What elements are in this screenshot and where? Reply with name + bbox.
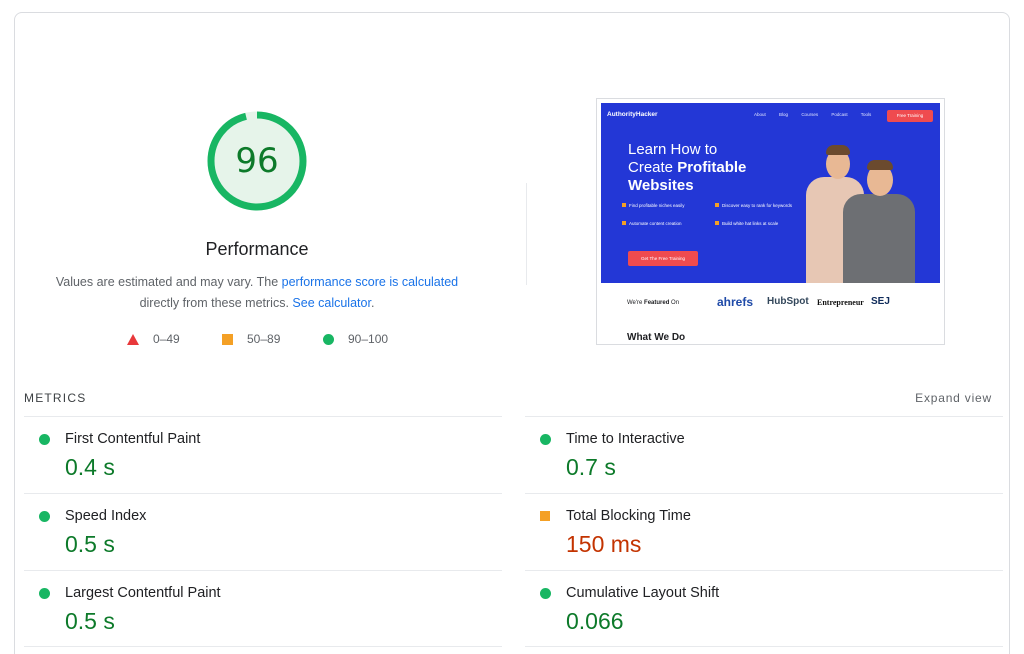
gauge-ring — [207, 111, 307, 211]
metric-cumulative-layout-shift: Cumulative Layout Shift 0.066 — [525, 570, 1003, 646]
section-divider — [526, 183, 527, 285]
performance-report-card: 96 Performance Values are estimated and … — [14, 12, 1010, 654]
metric-value: 0.4 s — [65, 454, 115, 480]
thumbnail-brand: AuthorityHacker — [607, 111, 658, 118]
metric-row-divider — [24, 646, 502, 647]
thumbnail-nav-links: About Blog Courses Podcast Tools — [754, 112, 883, 117]
metric-value: 0.7 s — [566, 454, 616, 480]
thumbnail-nav-item: Podcast — [831, 112, 848, 117]
metric-value: 0.5 s — [65, 608, 115, 634]
thumbnail-bullet: Discover easy to rank for keywords — [715, 203, 802, 209]
see-calculator-link[interactable]: See calculator — [292, 296, 371, 310]
thumbnail-hero: AuthorityHacker About Blog Courses Podca… — [601, 103, 940, 283]
thumbnail-nav-item: About — [754, 112, 766, 117]
metric-speed-index: Speed Index 0.5 s — [24, 493, 502, 569]
metric-name: Total Blocking Time — [566, 508, 691, 524]
metric-total-blocking-time: Total Blocking Time 150 ms — [525, 493, 1003, 569]
metric-value: 0.5 s — [65, 531, 115, 557]
thumbnail-cta-button: Get The Free Training — [628, 251, 698, 266]
average-square-icon — [540, 511, 550, 521]
headline-line-1: Learn How to — [628, 141, 718, 158]
thumbnail-what-we-do: What We Do — [627, 332, 686, 343]
metric-name: First Contentful Paint — [65, 431, 201, 447]
performance-title: Performance — [205, 239, 309, 259]
metric-largest-contentful-paint: Largest Contentful Paint 0.5 s — [24, 570, 502, 646]
desc-text-3: . — [370, 296, 375, 310]
featured-label: We're Featured On — [627, 300, 680, 306]
thumbnail-bullet: Automate content creation — [622, 221, 709, 227]
metric-time-to-interactive: Time to Interactive 0.7 s — [525, 416, 1003, 492]
thumbnail-featured-row: We're Featured On ahrefs HubSpot Entrepr… — [627, 295, 927, 311]
hubspot-logo: HubSpot — [767, 296, 809, 307]
metric-first-contentful-paint: First Contentful Paint 0.4 s — [24, 416, 502, 492]
metric-name: Time to Interactive — [566, 431, 685, 447]
metric-name: Speed Index — [65, 508, 147, 524]
thumbnail-nav: AuthorityHacker About Blog Courses Podca… — [601, 103, 940, 125]
pass-circle-icon — [39, 511, 50, 522]
metric-row-divider — [525, 646, 1003, 647]
pass-circle-icon — [39, 434, 50, 445]
headline-line-2-prefix: Create — [628, 159, 678, 176]
pass-circle-icon — [39, 588, 50, 599]
pass-circle-icon — [540, 434, 551, 445]
entrepreneur-logo: Entrepreneur — [817, 298, 864, 307]
performance-score-gauge[interactable]: 96 — [205, 109, 309, 213]
headline-line-3: Websites — [628, 177, 694, 194]
headline-line-2-bold: Profitable — [677, 159, 747, 176]
sej-logo: SEJ — [871, 296, 890, 307]
metric-value: 150 ms — [566, 531, 642, 557]
thumbnail-bullet: Build white hat links at scale — [715, 221, 802, 227]
final-screenshot-thumbnail[interactable]: AuthorityHacker About Blog Courses Podca… — [596, 98, 945, 345]
legend-range-average: 50–89 — [247, 332, 281, 346]
thumbnail-nav-cta: Free Training — [887, 110, 933, 122]
metric-name: Largest Contentful Paint — [65, 585, 221, 601]
circle-icon — [323, 333, 334, 345]
square-icon — [222, 333, 233, 345]
metric-value: 0.066 — [566, 608, 624, 634]
thumbnail-nav-item: Courses — [801, 112, 819, 117]
legend-item-pass: 90–100 — [323, 332, 388, 346]
expand-view-button[interactable]: Expand view — [915, 391, 992, 405]
pass-circle-icon — [540, 588, 551, 599]
desc-text-2: directly from these metrics. — [139, 296, 293, 310]
thumbnail-nav-item: Tools — [860, 112, 872, 117]
legend-range-pass: 90–100 — [348, 332, 389, 346]
ahrefs-logo: ahrefs — [717, 295, 754, 309]
performance-score-value: 96 — [235, 141, 279, 181]
performance-score-link[interactable]: performance score is calculated — [281, 275, 459, 289]
thumbnail-nav-item: Blog — [779, 112, 789, 117]
legend-item-average: 50–89 — [222, 332, 280, 346]
triangle-icon — [127, 333, 139, 345]
performance-description: Values are estimated and may vary. The p… — [55, 272, 459, 314]
metrics-header: METRICS — [24, 391, 87, 405]
desc-text-1: Values are estimated and may vary. The — [55, 275, 282, 289]
legend-range-fail: 0–49 — [153, 332, 180, 346]
metric-name: Cumulative Layout Shift — [566, 585, 720, 601]
legend-item-fail: 0–49 — [127, 332, 180, 346]
thumbnail-bullet: Find profitable niches easily — [622, 203, 709, 209]
thumbnail-headline: Learn How to Create Profitable Websites — [628, 141, 808, 195]
